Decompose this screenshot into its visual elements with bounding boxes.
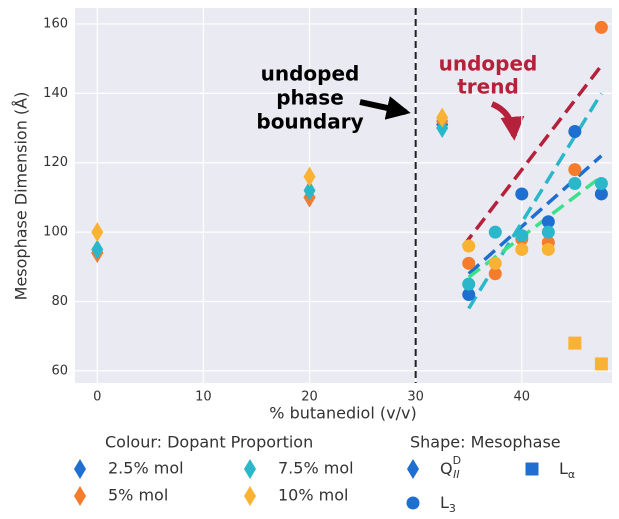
label-sub: II (453, 468, 460, 481)
legend-marker (244, 486, 256, 506)
y-tick-label: 80 (51, 294, 68, 309)
marker-circle (541, 225, 555, 239)
legend-marker (74, 459, 86, 479)
marker-circle (515, 229, 529, 243)
annotation: trend (457, 75, 519, 99)
label-base: L (559, 459, 568, 478)
marker-circle (462, 288, 476, 302)
marker-circle (462, 277, 476, 291)
marker-circle (568, 177, 582, 191)
y-axis-label: Mesophase Dimension (Å) (12, 92, 31, 301)
marker-diamond (303, 180, 316, 201)
legend-label: 7.5% mol (278, 459, 354, 478)
label-sub: 3 (449, 502, 456, 515)
marker-circle (594, 20, 608, 34)
marker-diamond (436, 107, 449, 128)
label-base: L (440, 493, 449, 512)
marker-diamond (91, 222, 104, 243)
y-tick-label: 120 (43, 155, 68, 170)
x-tick-label: 30 (407, 390, 424, 405)
marker-circle (515, 187, 529, 201)
marker-circle (594, 187, 608, 201)
marker-circle (541, 242, 555, 256)
marker-circle (488, 267, 502, 281)
legend-label: L3 (440, 493, 456, 516)
legend-label: 10% mol (278, 486, 348, 505)
annotation: undoped (439, 52, 538, 76)
marker-circle (568, 163, 582, 177)
legend-marker (74, 486, 86, 506)
annotation: undoped (261, 62, 360, 86)
x-axis-label: % butanediol (v/v) (269, 404, 416, 423)
y-tick-label: 160 (43, 16, 68, 31)
legend-label: 5% mol (108, 486, 168, 505)
y-tick-label: 100 (43, 225, 68, 240)
legend-marker (525, 462, 539, 476)
legend-marker (407, 459, 419, 479)
x-tick-label: 0 (93, 390, 101, 405)
annotation: phase (276, 86, 344, 110)
y-tick-label: 140 (43, 86, 68, 101)
marker-square (568, 336, 582, 350)
label-sup: D (453, 454, 461, 467)
marker-diamond (436, 118, 449, 139)
marker-circle (568, 124, 582, 138)
marker-circle (462, 239, 476, 253)
label-sub: α (568, 468, 575, 481)
marker-circle (541, 215, 555, 229)
legend-label: Lα (559, 459, 575, 482)
y-tick-label: 60 (51, 363, 68, 378)
colour-legend-title: Colour: Dopant Proportion (105, 433, 313, 452)
marker-diamond (91, 239, 104, 260)
x-tick-label: 40 (514, 390, 531, 405)
marker-square (594, 357, 608, 371)
legend-label: 2.5% mol (108, 459, 184, 478)
marker-diamond (303, 166, 316, 187)
annotation-arrow (359, 96, 411, 120)
marker-circle (488, 225, 502, 239)
legend-marker (244, 459, 256, 479)
legend-label: QD II (440, 454, 461, 481)
shape-legend-title: Shape: Mesophase (410, 433, 561, 452)
annotation-arrow (490, 101, 525, 141)
marker-circle (488, 256, 502, 270)
x-tick-label: 20 (301, 390, 318, 405)
annotation: boundary (256, 110, 363, 134)
marker-circle (462, 256, 476, 270)
x-tick-label: 10 (195, 390, 212, 405)
label-base: Q (440, 459, 453, 478)
legend-marker (406, 496, 420, 510)
trend-line (467, 154, 603, 276)
trend-line (462, 64, 603, 248)
marker-circle (515, 242, 529, 256)
marker-circle (594, 177, 608, 191)
